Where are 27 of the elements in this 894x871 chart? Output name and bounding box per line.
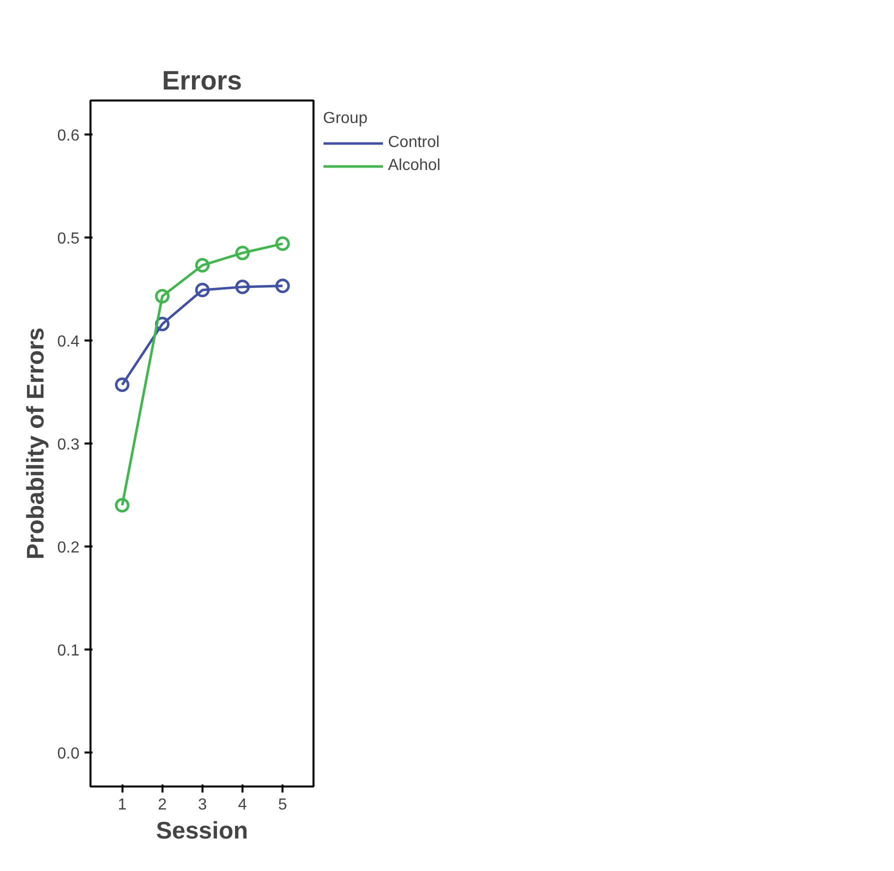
point [235, 280, 250, 294]
point [155, 288, 170, 304]
y-tick-label: 0.0 [57, 746, 80, 763]
x-tick-label: 1 [118, 796, 127, 814]
x-tick-label: 5 [278, 796, 288, 814]
x-tick-label: 2 [158, 796, 167, 814]
y-tick-label: 0.3 [57, 436, 80, 454]
y-axis-title: Probability of Errors [22, 327, 50, 560]
y-tick-label: 0.1 [57, 642, 80, 660]
y-tick-label: 0.4 [57, 333, 80, 350]
y-tick-label: 0.2 [57, 540, 80, 557]
legend-label: Alcohol [388, 157, 440, 175]
point [275, 278, 290, 294]
point [114, 498, 130, 513]
point [195, 282, 210, 298]
point [275, 236, 290, 251]
y-tick-label: 0.6 [57, 127, 80, 144]
legend-label: Control [388, 134, 440, 152]
point [235, 246, 250, 260]
y-tick-label: 0.5 [57, 230, 80, 248]
chart-title: Errors [162, 66, 242, 96]
x-tick-label: 3 [198, 796, 207, 814]
legend-title: Group [323, 110, 368, 128]
point [195, 258, 210, 273]
point [114, 378, 130, 392]
x-axis-title: Session [156, 818, 248, 844]
x-tick-label: 4 [238, 796, 248, 814]
